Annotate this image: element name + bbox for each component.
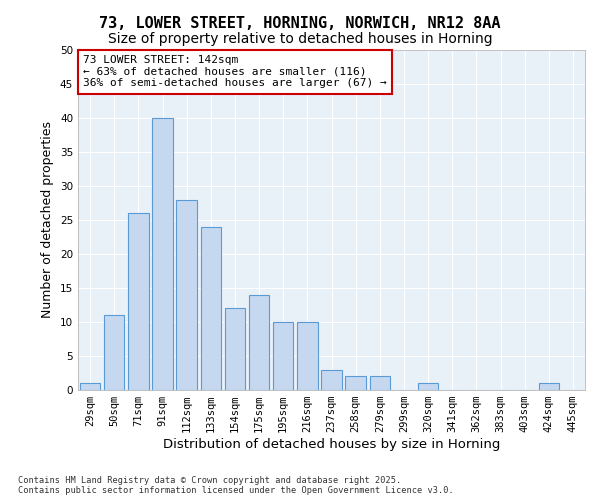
Bar [128,213,149,390]
Bar [80,383,100,390]
Bar [297,322,317,390]
Bar [152,118,173,390]
Y-axis label: Number of detached properties: Number of detached properties [41,122,55,318]
Bar [346,376,366,390]
Bar [539,383,559,390]
Bar [176,200,197,390]
Bar [224,308,245,390]
Text: Contains HM Land Registry data © Crown copyright and database right 2025.
Contai: Contains HM Land Registry data © Crown c… [18,476,454,495]
Text: 73 LOWER STREET: 142sqm
← 63% of detached houses are smaller (116)
36% of semi-d: 73 LOWER STREET: 142sqm ← 63% of detache… [83,55,387,88]
Bar [104,315,124,390]
Bar [321,370,342,390]
Bar [370,376,390,390]
X-axis label: Distribution of detached houses by size in Horning: Distribution of detached houses by size … [163,438,500,451]
Bar [418,383,439,390]
Text: Size of property relative to detached houses in Horning: Size of property relative to detached ho… [107,32,493,46]
Text: 73, LOWER STREET, HORNING, NORWICH, NR12 8AA: 73, LOWER STREET, HORNING, NORWICH, NR12… [99,16,501,31]
Bar [249,295,269,390]
Bar [273,322,293,390]
Bar [200,227,221,390]
